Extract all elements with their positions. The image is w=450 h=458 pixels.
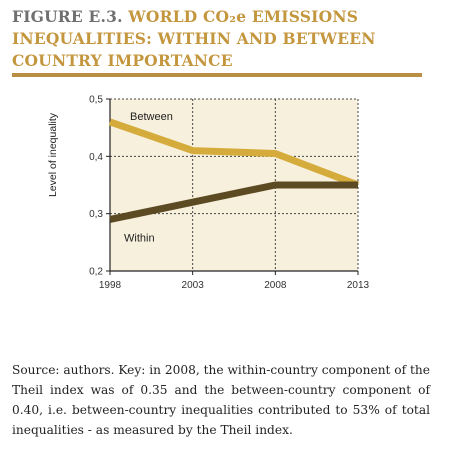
x-tick-label: 2003 <box>182 280 205 291</box>
series-line-between <box>108 118 360 189</box>
series-label-between: Between <box>130 111 173 123</box>
y-tick-label: 0,5 <box>89 95 103 106</box>
figure-title-block: FIGURE E.3. WORLD CO₂e EMISSIONS INEQUAL… <box>12 6 432 72</box>
y-axis-label: Level of inequality <box>47 112 59 197</box>
series-line-within <box>109 181 358 223</box>
x-tick-label: 1998 <box>99 280 122 291</box>
figure-title: FIGURE E.3. WORLD CO₂e EMISSIONS INEQUAL… <box>12 6 432 72</box>
line-chart: 0,2 0,3 0,4 0,5 1998 2003 2008 2013 Level of ine… <box>47 95 370 292</box>
y-tick-label: 0,3 <box>89 209 103 220</box>
x-tick-label: 2008 <box>264 280 287 291</box>
title-divider <box>12 73 422 77</box>
series-label-within: Within <box>124 232 155 244</box>
figure-caption: Source: authors. Key: in 2008, the withi… <box>12 363 430 437</box>
y-tick-label: 0,2 <box>89 267 103 278</box>
y-tick-label: 0,4 <box>89 152 103 163</box>
figure-number: FIGURE E.3. <box>12 7 123 26</box>
x-tick-label: 2013 <box>347 280 370 291</box>
figure-title-text: WORLD CO₂e EMISSIONS INEQUALITIES: WITHI… <box>12 7 376 70</box>
